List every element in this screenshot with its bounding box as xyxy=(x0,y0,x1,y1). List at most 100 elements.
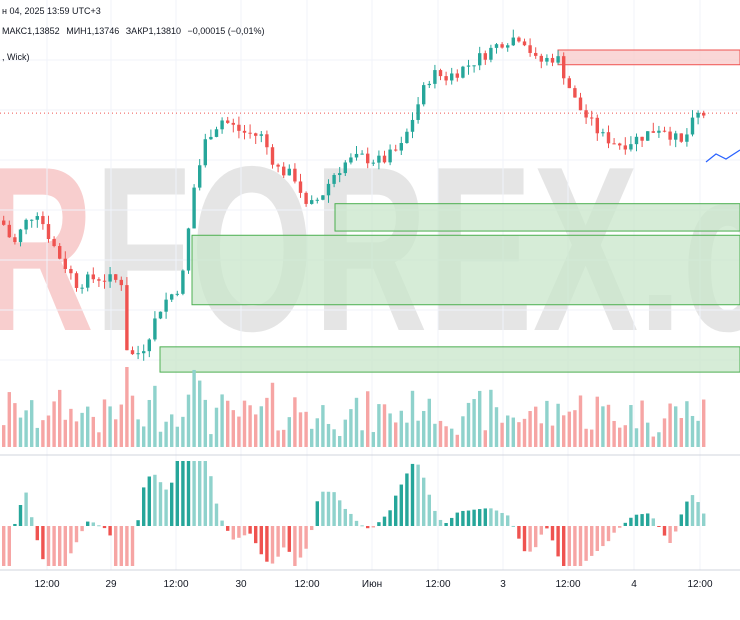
histogram-bar xyxy=(242,526,247,536)
candle-body xyxy=(377,155,381,163)
volume-bar xyxy=(629,405,633,447)
candle-body xyxy=(489,47,493,60)
histogram-bar xyxy=(438,519,443,526)
volume-bar xyxy=(332,429,336,447)
histogram-bar xyxy=(52,526,56,566)
histogram-bar xyxy=(214,503,219,526)
volume-bar xyxy=(304,411,308,447)
histogram-bar xyxy=(203,461,207,526)
candle-body xyxy=(562,56,566,79)
candle-body xyxy=(696,112,700,118)
volume-bar xyxy=(634,428,639,447)
candle-body xyxy=(24,219,28,230)
histogram-bar xyxy=(366,526,370,529)
low-value: 1,13746 xyxy=(86,26,120,36)
candle-body xyxy=(170,294,174,300)
histogram-bar xyxy=(270,526,275,564)
histogram-bar xyxy=(679,514,683,526)
volume-bar xyxy=(657,432,661,447)
candle-body xyxy=(220,120,224,130)
histogram-bar xyxy=(18,505,23,526)
candle-body xyxy=(494,44,499,48)
candle-body xyxy=(444,76,448,81)
volume-bar xyxy=(58,389,62,447)
volume-bar xyxy=(618,427,622,447)
candle-body xyxy=(662,130,667,132)
candle-body xyxy=(382,155,387,163)
histogram-bar xyxy=(483,508,487,526)
volume-bar xyxy=(136,419,140,447)
candle-body xyxy=(461,66,465,78)
histogram-bar xyxy=(651,518,655,526)
histogram-bar xyxy=(30,517,34,526)
volume-bar xyxy=(119,404,123,447)
histogram-bar xyxy=(220,520,224,526)
volume-bar xyxy=(578,395,583,447)
histogram-bar xyxy=(489,508,493,526)
histogram-bar xyxy=(13,523,17,526)
volume-bar xyxy=(153,385,157,447)
volume-bar xyxy=(382,404,387,447)
histogram-bar xyxy=(315,501,319,526)
volume-bar xyxy=(287,417,291,447)
histogram-bar xyxy=(562,526,566,566)
volume-bar xyxy=(668,403,672,447)
histogram-bar xyxy=(522,526,527,552)
histogram-bar xyxy=(114,526,118,566)
histogram-bar xyxy=(450,517,454,526)
volume-bar xyxy=(388,413,392,447)
candle-body xyxy=(326,183,331,196)
candle-body xyxy=(298,181,303,193)
volume-bar xyxy=(640,400,644,447)
volume-bar xyxy=(679,418,683,447)
candle-body xyxy=(640,136,644,141)
close-label: ЗАКР xyxy=(125,26,149,36)
time-axis-label: 30 xyxy=(235,579,247,590)
volume-bar xyxy=(35,427,39,447)
histogram-bar xyxy=(478,509,482,526)
volume-bar xyxy=(360,430,364,447)
time-axis-label: 29 xyxy=(105,579,117,590)
candle-body xyxy=(702,112,706,116)
candle-body xyxy=(209,136,213,140)
histogram-bar xyxy=(511,525,515,527)
histogram-bar xyxy=(662,526,667,536)
volume-bar xyxy=(282,429,286,447)
volume-bar xyxy=(91,416,95,447)
volume-bar xyxy=(522,418,527,447)
candle-body xyxy=(388,149,392,163)
histogram-bar xyxy=(461,510,465,526)
histogram-bar xyxy=(24,492,28,526)
volume-bar xyxy=(198,380,202,447)
histogram-bar xyxy=(556,526,560,557)
volume-bar xyxy=(539,423,543,447)
forecast-path xyxy=(705,149,740,163)
histogram-bar xyxy=(629,517,633,526)
demand-zone xyxy=(191,234,740,306)
candle-body xyxy=(175,293,179,295)
candle-body xyxy=(472,65,476,67)
histogram-bar xyxy=(668,526,672,543)
candle-body xyxy=(35,216,39,220)
histogram-bar xyxy=(399,484,403,526)
indicator-label: , Wick) xyxy=(2,52,30,62)
volume-bar xyxy=(147,399,151,447)
histogram-bar xyxy=(455,512,459,526)
histogram-bar xyxy=(254,526,258,544)
histogram-bar xyxy=(578,526,583,566)
histogram-bar xyxy=(158,482,163,526)
candle-body xyxy=(410,119,415,132)
volume-bar xyxy=(405,422,409,447)
histogram-bar xyxy=(590,526,594,556)
candle-body xyxy=(422,85,426,105)
volume-bar xyxy=(399,410,403,447)
histogram-bar xyxy=(377,522,381,526)
histogram-bar xyxy=(382,516,387,526)
volume-bar xyxy=(158,431,163,447)
time-axis-label: 12:00 xyxy=(687,579,712,590)
histogram-bar xyxy=(102,526,107,529)
volume-bar xyxy=(455,434,459,447)
indicator-legend[interactable]: , Wick) xyxy=(2,51,34,63)
